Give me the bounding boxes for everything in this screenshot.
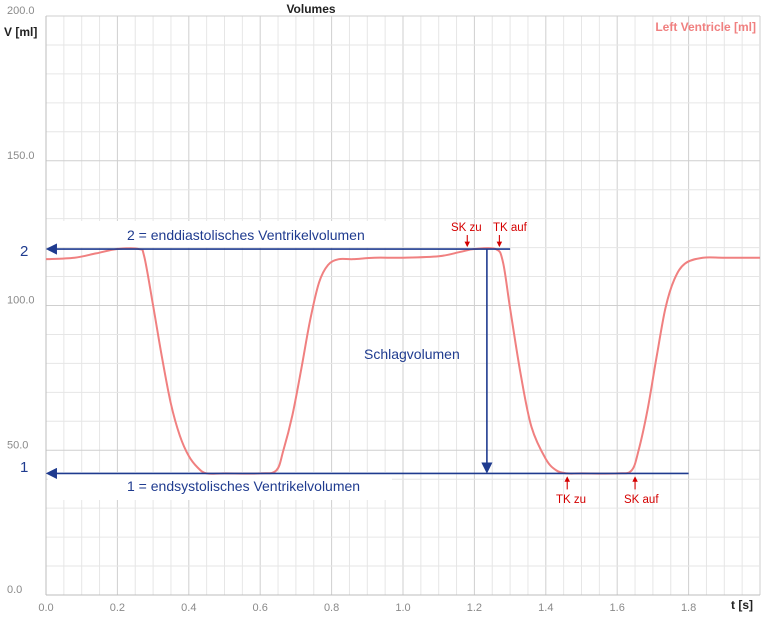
series-layer [45,246,760,475]
esv-label-bg [48,472,392,500]
sk-auf-label: SK auf [624,494,659,506]
chart-title: Volumes [286,2,335,16]
stroke-volume-label: Schlagvolumen [364,346,460,362]
y-axis-label: V [ml] [4,25,37,39]
y-tick-label: 100.0 [7,295,35,307]
edv-number: 2 [20,243,28,260]
sk-zu-label: SK zu [451,222,482,234]
x-tick-label: 1.8 [681,602,696,614]
x-axis-label: t [s] [731,598,753,612]
x-tick-label: 1.2 [467,602,482,614]
axes: 0.0 0.2 0.4 0.6 0.8 1.0 1.2 1.4 1.6 1.8 0.0 50.0 100… [7,5,760,614]
x-tick-label: 0.6 [253,602,268,614]
x-tick-label: 0.8 [324,602,339,614]
y-tick-label: 0.0 [7,584,22,596]
x-tick-label: 1.6 [610,602,625,614]
x-tick-label: 0.2 [110,602,125,614]
x-tick-label: 1.4 [538,602,553,614]
tk-zu-label: TK zu [556,494,586,506]
legend-series-name: Left Ventricle [ml] [655,20,756,34]
esv-number: 1 [20,459,28,476]
edv-label: 2 = enddiastolisches Ventrikelvolumen [127,227,365,243]
tk-auf-label: TK auf [493,222,528,234]
x-tick-label: 0.0 [38,602,53,614]
annotation-layer [45,235,689,490]
y-tick-label: 50.0 [7,439,28,451]
x-tick-label: 0.4 [181,602,196,614]
series-line-left-ventricle [45,246,760,475]
esv-label: 1 = endsystolisches Ventrikelvolumen [127,478,360,494]
x-tick-label: 1.0 [395,602,410,614]
edv-label-bg [48,221,392,247]
y-tick-label: 150.0 [7,150,35,162]
y-tick-label: 200.0 [7,5,35,17]
